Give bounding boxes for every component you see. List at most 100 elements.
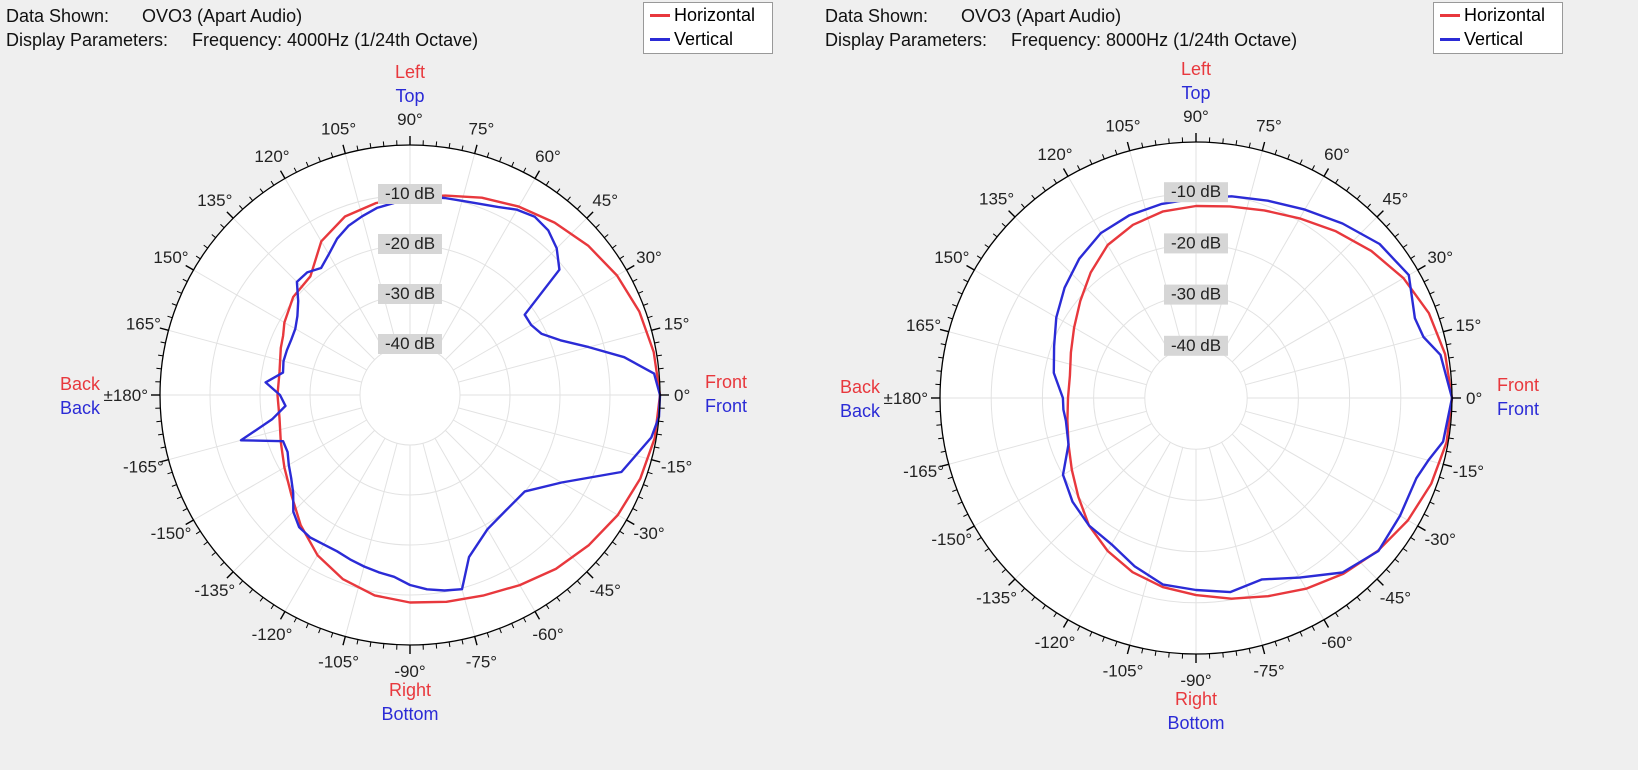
angle-label: 135°: [197, 191, 232, 210]
legend-item-vertical[interactable]: Vertical: [1434, 27, 1562, 51]
tick-major: [159, 459, 169, 463]
tick-minor: [1274, 641, 1278, 647]
tick-minor: [220, 224, 225, 229]
angle-label: -45°: [1380, 588, 1411, 607]
tick-major: [586, 211, 594, 219]
tick-minor: [1021, 587, 1026, 593]
tick-minor: [619, 255, 625, 260]
tick-minor: [293, 167, 297, 173]
tick-minor: [952, 489, 958, 492]
tick-minor: [643, 484, 649, 487]
grid-spoke: [453, 269, 627, 371]
display-params-value: Frequency: 8000Hz (1/24th Octave): [1011, 30, 1298, 50]
tick-minor: [156, 420, 162, 423]
tick-minor: [658, 367, 664, 370]
series-line-vertical: [239, 195, 662, 592]
tick-minor: [176, 290, 182, 294]
tick-minor: [1334, 178, 1339, 184]
tick-major: [651, 327, 661, 331]
grid-spoke: [1208, 150, 1263, 349]
db-label-bg: [1164, 284, 1228, 305]
tick-minor: [976, 255, 982, 260]
legend-item-vertical[interactable]: Vertical: [644, 27, 772, 51]
tick-minor: [1042, 604, 1046, 610]
angle-label: -15°: [1453, 462, 1484, 481]
tick-minor: [203, 244, 208, 249]
tick-minor: [499, 156, 502, 162]
angle-label: ±180°: [884, 389, 929, 408]
db-label-bg: [1164, 182, 1228, 203]
data-shown-label: Data Shown:: [6, 6, 110, 26]
tick-major: [279, 170, 286, 179]
tick-major: [939, 463, 949, 468]
tick-minor: [249, 588, 254, 594]
tick-minor: [249, 196, 254, 202]
angle-label: 105°: [1105, 117, 1140, 136]
tick-minor: [545, 604, 550, 610]
tick-minor: [461, 145, 464, 151]
dir-top-label: Top: [1181, 83, 1210, 103]
dir-front-v-label: Front: [1497, 399, 1539, 419]
tick-minor: [1385, 223, 1391, 228]
grid-spoke: [948, 410, 1147, 465]
tick-minor: [619, 530, 625, 535]
chart-legend: Horizontal Vertical: [643, 2, 773, 54]
angle-label: -120°: [1035, 633, 1076, 652]
tick-minor: [952, 304, 958, 307]
angle-label: 135°: [979, 190, 1014, 209]
tick-minor: [545, 180, 550, 186]
tick-major: [966, 525, 975, 532]
tick-minor: [270, 604, 275, 610]
tick-minor: [160, 446, 166, 449]
tick-minor: [654, 446, 660, 449]
tick-minor: [1154, 140, 1157, 146]
dir-back-h-label: Back: [840, 377, 881, 397]
tick-minor: [1235, 650, 1238, 656]
dir-back-v-label: Back: [840, 401, 881, 421]
angle-label: 165°: [126, 315, 161, 334]
tick-major: [1443, 328, 1453, 333]
legend-item-horizontal[interactable]: Horizontal: [644, 3, 772, 27]
tick-minor: [1042, 186, 1046, 192]
display-params-label: Display Parameters:: [825, 30, 988, 50]
tick-major: [1126, 645, 1131, 655]
legend-item-horizontal[interactable]: Horizontal: [1434, 3, 1562, 27]
angle-label: -105°: [318, 653, 359, 672]
tick-minor: [211, 234, 217, 239]
angle-label: ±180°: [104, 386, 149, 405]
tick-minor: [1031, 194, 1036, 200]
angle-label: -135°: [976, 588, 1017, 607]
tick-minor: [658, 420, 664, 423]
tick-major: [1417, 525, 1426, 532]
tick-minor: [1434, 489, 1440, 492]
data-shown-label: Data Shown:: [825, 6, 929, 26]
db-label-bg: [378, 234, 442, 254]
angle-label: 165°: [906, 316, 941, 335]
tick-minor: [963, 513, 969, 517]
tick-minor: [1154, 650, 1157, 656]
grid-spoke: [1014, 433, 1161, 580]
tick-minor: [611, 541, 617, 546]
tick-major: [1126, 141, 1131, 151]
angle-label: -60°: [532, 625, 563, 644]
angle-label: 15°: [1456, 316, 1482, 335]
grid-spoke: [1067, 442, 1171, 620]
tick-minor: [576, 205, 581, 210]
dir-right-label: Right: [1175, 689, 1217, 709]
polar-panel-4000hz: Data Shown: OVO3 (Apart Audio) Display Pa…: [6, 2, 773, 724]
grid-spoke: [1231, 433, 1378, 580]
tick-minor: [611, 244, 617, 249]
tick-minor: [963, 279, 969, 283]
tick-minor: [1077, 625, 1081, 631]
tick-minor: [1402, 548, 1408, 552]
tick-minor: [940, 343, 946, 346]
tick-minor: [1429, 501, 1435, 505]
dir-front-v-label: Front: [705, 396, 747, 416]
tick-minor: [211, 551, 217, 556]
tick-minor: [1448, 356, 1454, 359]
tick-minor: [1089, 631, 1093, 637]
grid-spoke: [232, 217, 375, 360]
tick-major: [1008, 578, 1016, 586]
grid-spoke: [974, 269, 1152, 373]
db-label-bg: [378, 334, 442, 354]
